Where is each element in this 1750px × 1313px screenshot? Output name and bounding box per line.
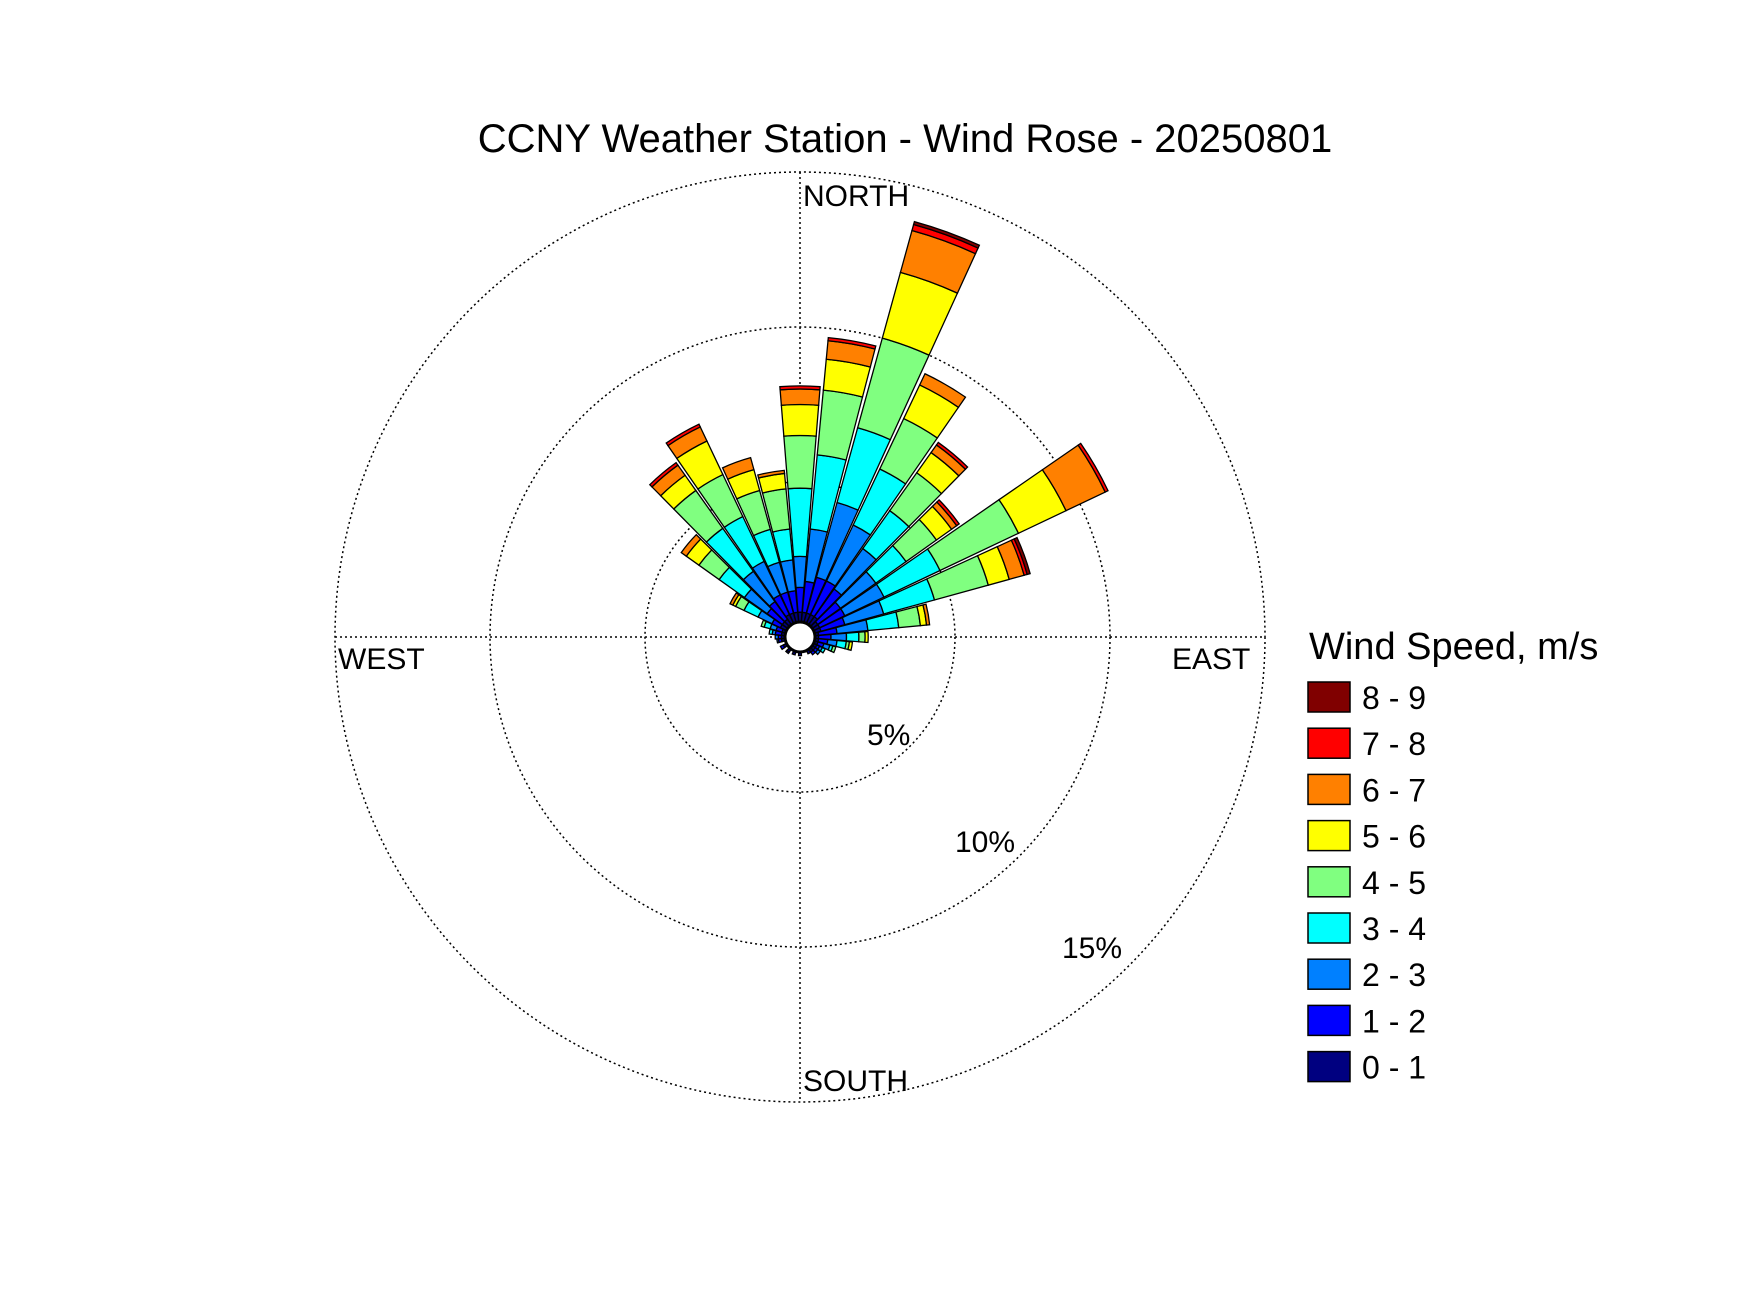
sector-320-bin-7-8 <box>648 461 679 488</box>
legend-label: 0 - 1 <box>1362 1050 1426 1086</box>
sector-60-bin-7-8 <box>1077 442 1109 493</box>
wind-rose-sectors <box>648 220 1109 657</box>
legend-swatch <box>1307 773 1351 806</box>
sector-80-bin-6-7 <box>922 603 931 626</box>
sector-110-bin-4-5 <box>830 645 837 654</box>
sector-100-bin-5-6 <box>847 640 854 652</box>
sector-0-bin-4-5 <box>783 434 817 490</box>
sector-0-bin-6-7 <box>779 388 821 406</box>
legend-label: 8 - 9 <box>1362 680 1426 716</box>
sector-340-bin-6-7 <box>721 456 755 481</box>
sector-30-bin-6-7 <box>918 372 967 409</box>
legend-label: 3 - 4 <box>1362 911 1426 947</box>
sector-260-bin-2-3 <box>776 638 780 644</box>
sector-240-bin-1-2 <box>779 644 786 651</box>
sector-270-bin-2-3 <box>774 634 780 640</box>
sector-120-bin-3-4 <box>819 646 827 654</box>
sector-130-bin-2-3 <box>814 648 822 656</box>
sector-0-bin-5-6 <box>780 403 820 437</box>
legend-label: 1 - 2 <box>1362 1003 1426 1039</box>
legend-swatch <box>1307 681 1351 713</box>
sector-90-bin-5-6 <box>864 630 869 644</box>
ring-label-5: 5% <box>867 719 910 752</box>
sector-10-bin-7-8 <box>827 336 877 350</box>
north-label: NORTH <box>803 180 909 213</box>
ring-label-10: 10% <box>955 826 1015 859</box>
chart-title: CCNY Weather Station - Wind Rose - 20250… <box>478 117 1333 161</box>
sector-330-bin-7-8 <box>665 423 702 447</box>
calm-center <box>783 620 817 654</box>
legend-label: 5 - 6 <box>1362 819 1426 855</box>
sector-90-bin-3-4 <box>845 631 860 643</box>
legend-label: 4 - 5 <box>1362 865 1426 901</box>
sector-40-bin-7-8 <box>935 441 969 471</box>
sector-0-bin-7-8 <box>779 385 821 391</box>
legend-label: 2 - 3 <box>1362 957 1426 993</box>
legend-swatch <box>1307 727 1351 759</box>
ring-label-15: 15% <box>1062 932 1122 965</box>
legend: 8 - 9 7 - 8 6 - 7 5 - 6 4 - 5 3 - 4 2 - 3 1 - 2… <box>1307 680 1426 1086</box>
south-label: SOUTH <box>803 1065 908 1098</box>
legend-swatch <box>1307 1004 1351 1037</box>
sector-310-bin-6-7 <box>680 533 702 558</box>
legend-swatch <box>1307 819 1351 852</box>
east-label: EAST <box>1172 643 1250 676</box>
sector-140-bin-1-2 <box>809 649 817 656</box>
sector-350-bin-6-7 <box>757 469 786 479</box>
sector-50-bin-7-8 <box>935 498 961 527</box>
legend-swatch <box>1307 912 1351 944</box>
legend-swatch <box>1307 866 1351 898</box>
legend-swatch <box>1307 958 1351 990</box>
sector-20-bin-8-9 <box>912 220 981 249</box>
sector-70-bin-8-9 <box>1013 536 1031 576</box>
sector-90-bin-4-5 <box>858 631 866 643</box>
sector-300-bin-6-7 <box>729 592 740 606</box>
west-label: WEST <box>338 643 425 676</box>
sector-220-bin-1-2 <box>784 649 791 655</box>
legend-swatch <box>1307 1050 1351 1083</box>
legend-title: Wind Speed, m/s <box>1309 626 1598 668</box>
legend-label: 6 - 7 <box>1362 772 1426 808</box>
legend-label: 7 - 8 <box>1362 726 1426 762</box>
